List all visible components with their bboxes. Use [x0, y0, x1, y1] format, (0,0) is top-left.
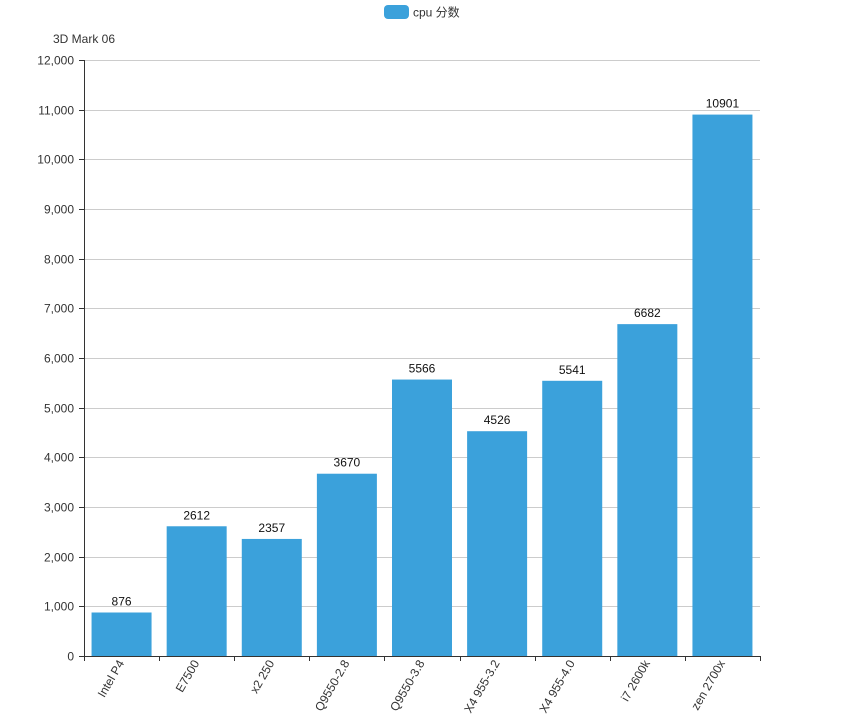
- data-label-x2-250: 2357: [258, 521, 285, 535]
- data-label-i7-2600k: 6682: [634, 306, 661, 320]
- x-tick-label-q9550-3-8: Q9550-3.8: [387, 657, 428, 713]
- y-tick-label-5000: 5,000: [44, 402, 74, 416]
- legend-label[interactable]: cpu 分数: [413, 5, 460, 20]
- data-label-q9550-2-8: 3670: [334, 456, 361, 470]
- y-tick-label-0: 0: [67, 650, 74, 664]
- axes: [79, 60, 761, 661]
- y-tick-label-1000: 1,000: [44, 600, 74, 614]
- bar-zen-2700x: [692, 114, 753, 656]
- x-tick-label-i7-2600k: i7 2600k: [618, 657, 653, 704]
- bar-q9550-3-8: [392, 379, 452, 656]
- bar-x4-955-3-2: [467, 431, 528, 656]
- bars: [91, 114, 753, 656]
- y-tick-label-11000: 11,000: [38, 104, 74, 118]
- x-tick-label-x2-250: x2 250: [247, 657, 277, 695]
- x-tick-label-q9550-2-8: Q9550-2.8: [312, 657, 353, 713]
- y-tick-label-8000: 8,000: [44, 253, 74, 267]
- x-tick-labels: Intel P4 E7500 x2 250 Q9550-2.8 Q9550-3.8 X4 …: [95, 657, 728, 716]
- y-tick-label-4000: 4,000: [44, 451, 74, 465]
- y-tick-label-3000: 3,000: [44, 501, 74, 515]
- x-tick-label-intel-p4: Intel P4: [95, 657, 128, 700]
- y-tick-label-2000: 2,000: [44, 551, 74, 565]
- data-label-q9550-3-8: 5566: [409, 362, 436, 376]
- x-tick-label-e7500: E7500: [173, 657, 203, 694]
- bar-e7500: [166, 526, 227, 656]
- data-label-e7500: 2612: [183, 508, 210, 522]
- y-tick-label-6000: 6,000: [44, 352, 74, 366]
- bar-i7-2600k: [617, 324, 678, 656]
- x-tick-label-zen-2700x: zen 2700x: [688, 658, 728, 713]
- y-tick-label-7000: 7,000: [44, 302, 74, 316]
- bar-q9550-2-8: [316, 473, 377, 656]
- data-label-x4-955-3-2: 4526: [484, 413, 511, 427]
- y-axis-title: 3D Mark 06: [53, 32, 115, 46]
- y-tick-label-10000: 10,000: [37, 153, 74, 167]
- x-tick-label-x4-955-4-0: X4 955-4.0: [536, 657, 578, 715]
- legend-swatch[interactable]: [384, 5, 409, 19]
- data-label-zen-2700x: 10901: [706, 97, 740, 111]
- bar-x2-250: [241, 538, 302, 656]
- y-tick-labels: 0 1,000 2,000 3,000 4,000 5,000 6,000 7,000 8,00…: [37, 54, 74, 664]
- x-tick-label-x4-955-3-2: X4 955-3.2: [461, 657, 503, 715]
- y-tick-label-12000: 12,000: [37, 54, 74, 68]
- y-tick-label-9000: 9,000: [44, 203, 74, 217]
- legend[interactable]: cpu 分数: [384, 5, 460, 20]
- data-label-intel-p4: 876: [112, 594, 132, 608]
- bar-intel-p4: [91, 612, 152, 656]
- data-label-x4-955-4-0: 5541: [559, 363, 586, 377]
- data-labels: 876 2612 2357 3670 5566 4526 5541 6682 10901: [112, 97, 740, 609]
- bar-x4-955-4-0: [542, 380, 603, 656]
